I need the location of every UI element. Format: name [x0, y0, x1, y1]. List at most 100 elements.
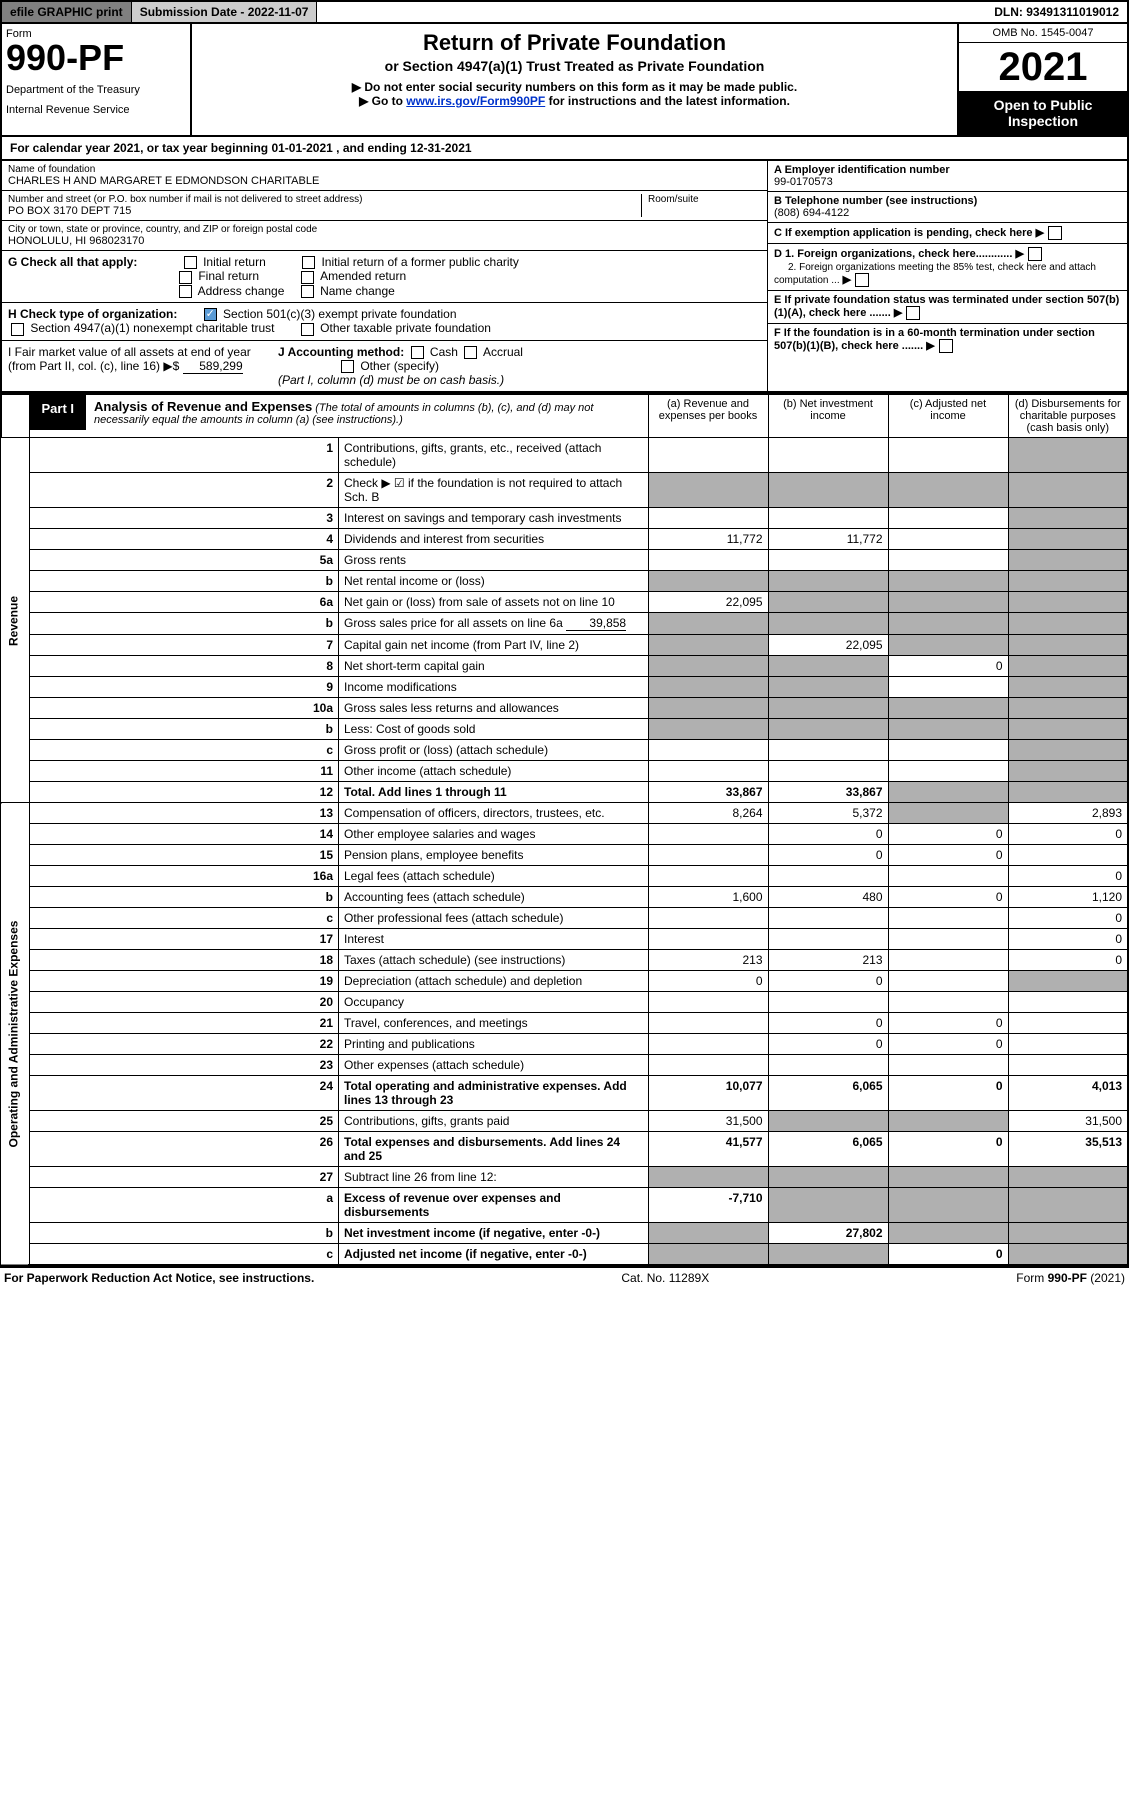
cell-value [1008, 508, 1128, 529]
cb-name-change[interactable] [301, 285, 314, 298]
cell-value [1008, 1188, 1128, 1223]
dln-label: DLN: 93491311019012 [986, 2, 1127, 22]
opt-4947a1: Section 4947(a)(1) nonexempt charitable … [30, 321, 274, 335]
cell-value [648, 571, 768, 592]
cell-value [768, 908, 888, 929]
cell-value [648, 929, 768, 950]
cell-value: 1,120 [1008, 887, 1128, 908]
row-number: 23 [29, 1055, 339, 1076]
cb-other-taxable[interactable] [301, 323, 314, 336]
table-row: bLess: Cost of goods sold [1, 719, 1128, 740]
opt-initial: Initial return [203, 255, 266, 269]
cb-accrual[interactable] [464, 346, 477, 359]
cell-value [648, 438, 768, 473]
cell-value: 2,893 [1008, 803, 1128, 824]
cell-value: 10,077 [648, 1076, 768, 1111]
cell-value [888, 635, 1008, 656]
cell-value: 0 [888, 887, 1008, 908]
room-label: Room/suite [648, 194, 761, 205]
cb-initial-return[interactable] [184, 256, 197, 269]
cell-value [768, 698, 888, 719]
cb-e[interactable] [906, 306, 920, 320]
table-row: 20Occupancy [1, 992, 1128, 1013]
cell-value: 0 [1008, 929, 1128, 950]
cb-c[interactable] [1048, 226, 1062, 240]
cb-d1[interactable] [1028, 247, 1042, 261]
cell-value [1008, 1034, 1128, 1055]
tel-value: (808) 694-4122 [774, 207, 849, 219]
cb-amended[interactable] [301, 271, 314, 284]
cell-value [768, 1111, 888, 1132]
revenue-side-label: Revenue [1, 438, 29, 803]
city-value: HONOLULU, HI 968023170 [8, 235, 761, 247]
cb-initial-former[interactable] [302, 256, 315, 269]
dept-irs: Internal Revenue Service [6, 104, 186, 116]
row-number: 10a [29, 698, 339, 719]
ein-value: 99-0170573 [774, 176, 833, 188]
table-row: 17Interest0 [1, 929, 1128, 950]
row-description: Capital gain net income (from Part IV, l… [339, 635, 649, 656]
cell-value [648, 992, 768, 1013]
cell-value [888, 550, 1008, 571]
cell-value: 5,372 [768, 803, 888, 824]
table-row: cGross profit or (loss) (attach schedule… [1, 740, 1128, 761]
cell-value [888, 592, 1008, 613]
cell-value [888, 992, 1008, 1013]
opt-addr-change: Address change [198, 284, 285, 298]
identification-block: Name of foundation CHARLES H AND MARGARE… [0, 161, 1129, 393]
row-number: 20 [29, 992, 339, 1013]
cell-value: -7,710 [648, 1188, 768, 1223]
cell-value [888, 438, 1008, 473]
table-row: 27Subtract line 26 from line 12: [1, 1167, 1128, 1188]
table-row: 18Taxes (attach schedule) (see instructi… [1, 950, 1128, 971]
table-row: bNet rental income or (loss) [1, 571, 1128, 592]
cb-d2[interactable] [855, 273, 869, 287]
row-description: Contributions, gifts, grants, etc., rece… [339, 438, 649, 473]
table-row: bNet investment income (if negative, ent… [1, 1223, 1128, 1244]
cb-address-change[interactable] [179, 285, 192, 298]
row-description: Net short-term capital gain [339, 656, 649, 677]
cb-cash[interactable] [411, 346, 424, 359]
row-description: Compensation of officers, directors, tru… [339, 803, 649, 824]
table-row: 25Contributions, gifts, grants paid31,50… [1, 1111, 1128, 1132]
d2-label: 2. Foreign organizations meeting the 85%… [774, 262, 1096, 286]
row-number: 4 [29, 529, 339, 550]
form-title: Return of Private Foundation [198, 30, 951, 56]
cell-value [1008, 1167, 1128, 1188]
table-row: 3Interest on savings and temporary cash … [1, 508, 1128, 529]
row-number: c [29, 908, 339, 929]
row-description: Legal fees (attach schedule) [339, 866, 649, 887]
cb-4947a1[interactable] [11, 323, 24, 336]
row-description: Other income (attach schedule) [339, 761, 649, 782]
cell-value [768, 613, 888, 635]
cb-final-return[interactable] [179, 271, 192, 284]
calendar-year-row: For calendar year 2021, or tax year begi… [0, 137, 1129, 161]
cell-value: 11,772 [768, 529, 888, 550]
cell-value: 41,577 [648, 1132, 768, 1167]
row-description: Travel, conferences, and meetings [339, 1013, 649, 1034]
table-row: bAccounting fees (attach schedule)1,6004… [1, 887, 1128, 908]
efile-print-button[interactable]: efile GRAPHIC print [2, 2, 132, 22]
cell-value [888, 782, 1008, 803]
cell-value [648, 613, 768, 635]
cb-f[interactable] [939, 339, 953, 353]
cell-value [768, 761, 888, 782]
cell-value [1008, 473, 1128, 508]
footer-center: Cat. No. 11289X [621, 1271, 709, 1285]
cell-value [888, 1111, 1008, 1132]
name-label: Name of foundation [8, 164, 761, 175]
omb-number: OMB No. 1545-0047 [959, 24, 1127, 43]
cb-501c3[interactable] [204, 308, 217, 321]
irs-link[interactable]: www.irs.gov/Form990PF [406, 94, 545, 108]
cb-other-method[interactable] [341, 360, 354, 373]
opt-other-taxable: Other taxable private foundation [320, 321, 491, 335]
col-a-header: (a) Revenue and expenses per books [648, 394, 768, 438]
row-number: 9 [29, 677, 339, 698]
cell-value [648, 1034, 768, 1055]
cell-value [648, 1223, 768, 1244]
cell-value [648, 1167, 768, 1188]
row-description: Other expenses (attach schedule) [339, 1055, 649, 1076]
row-description: Interest on savings and temporary cash i… [339, 508, 649, 529]
row-description: Contributions, gifts, grants paid [339, 1111, 649, 1132]
cell-value [888, 1223, 1008, 1244]
